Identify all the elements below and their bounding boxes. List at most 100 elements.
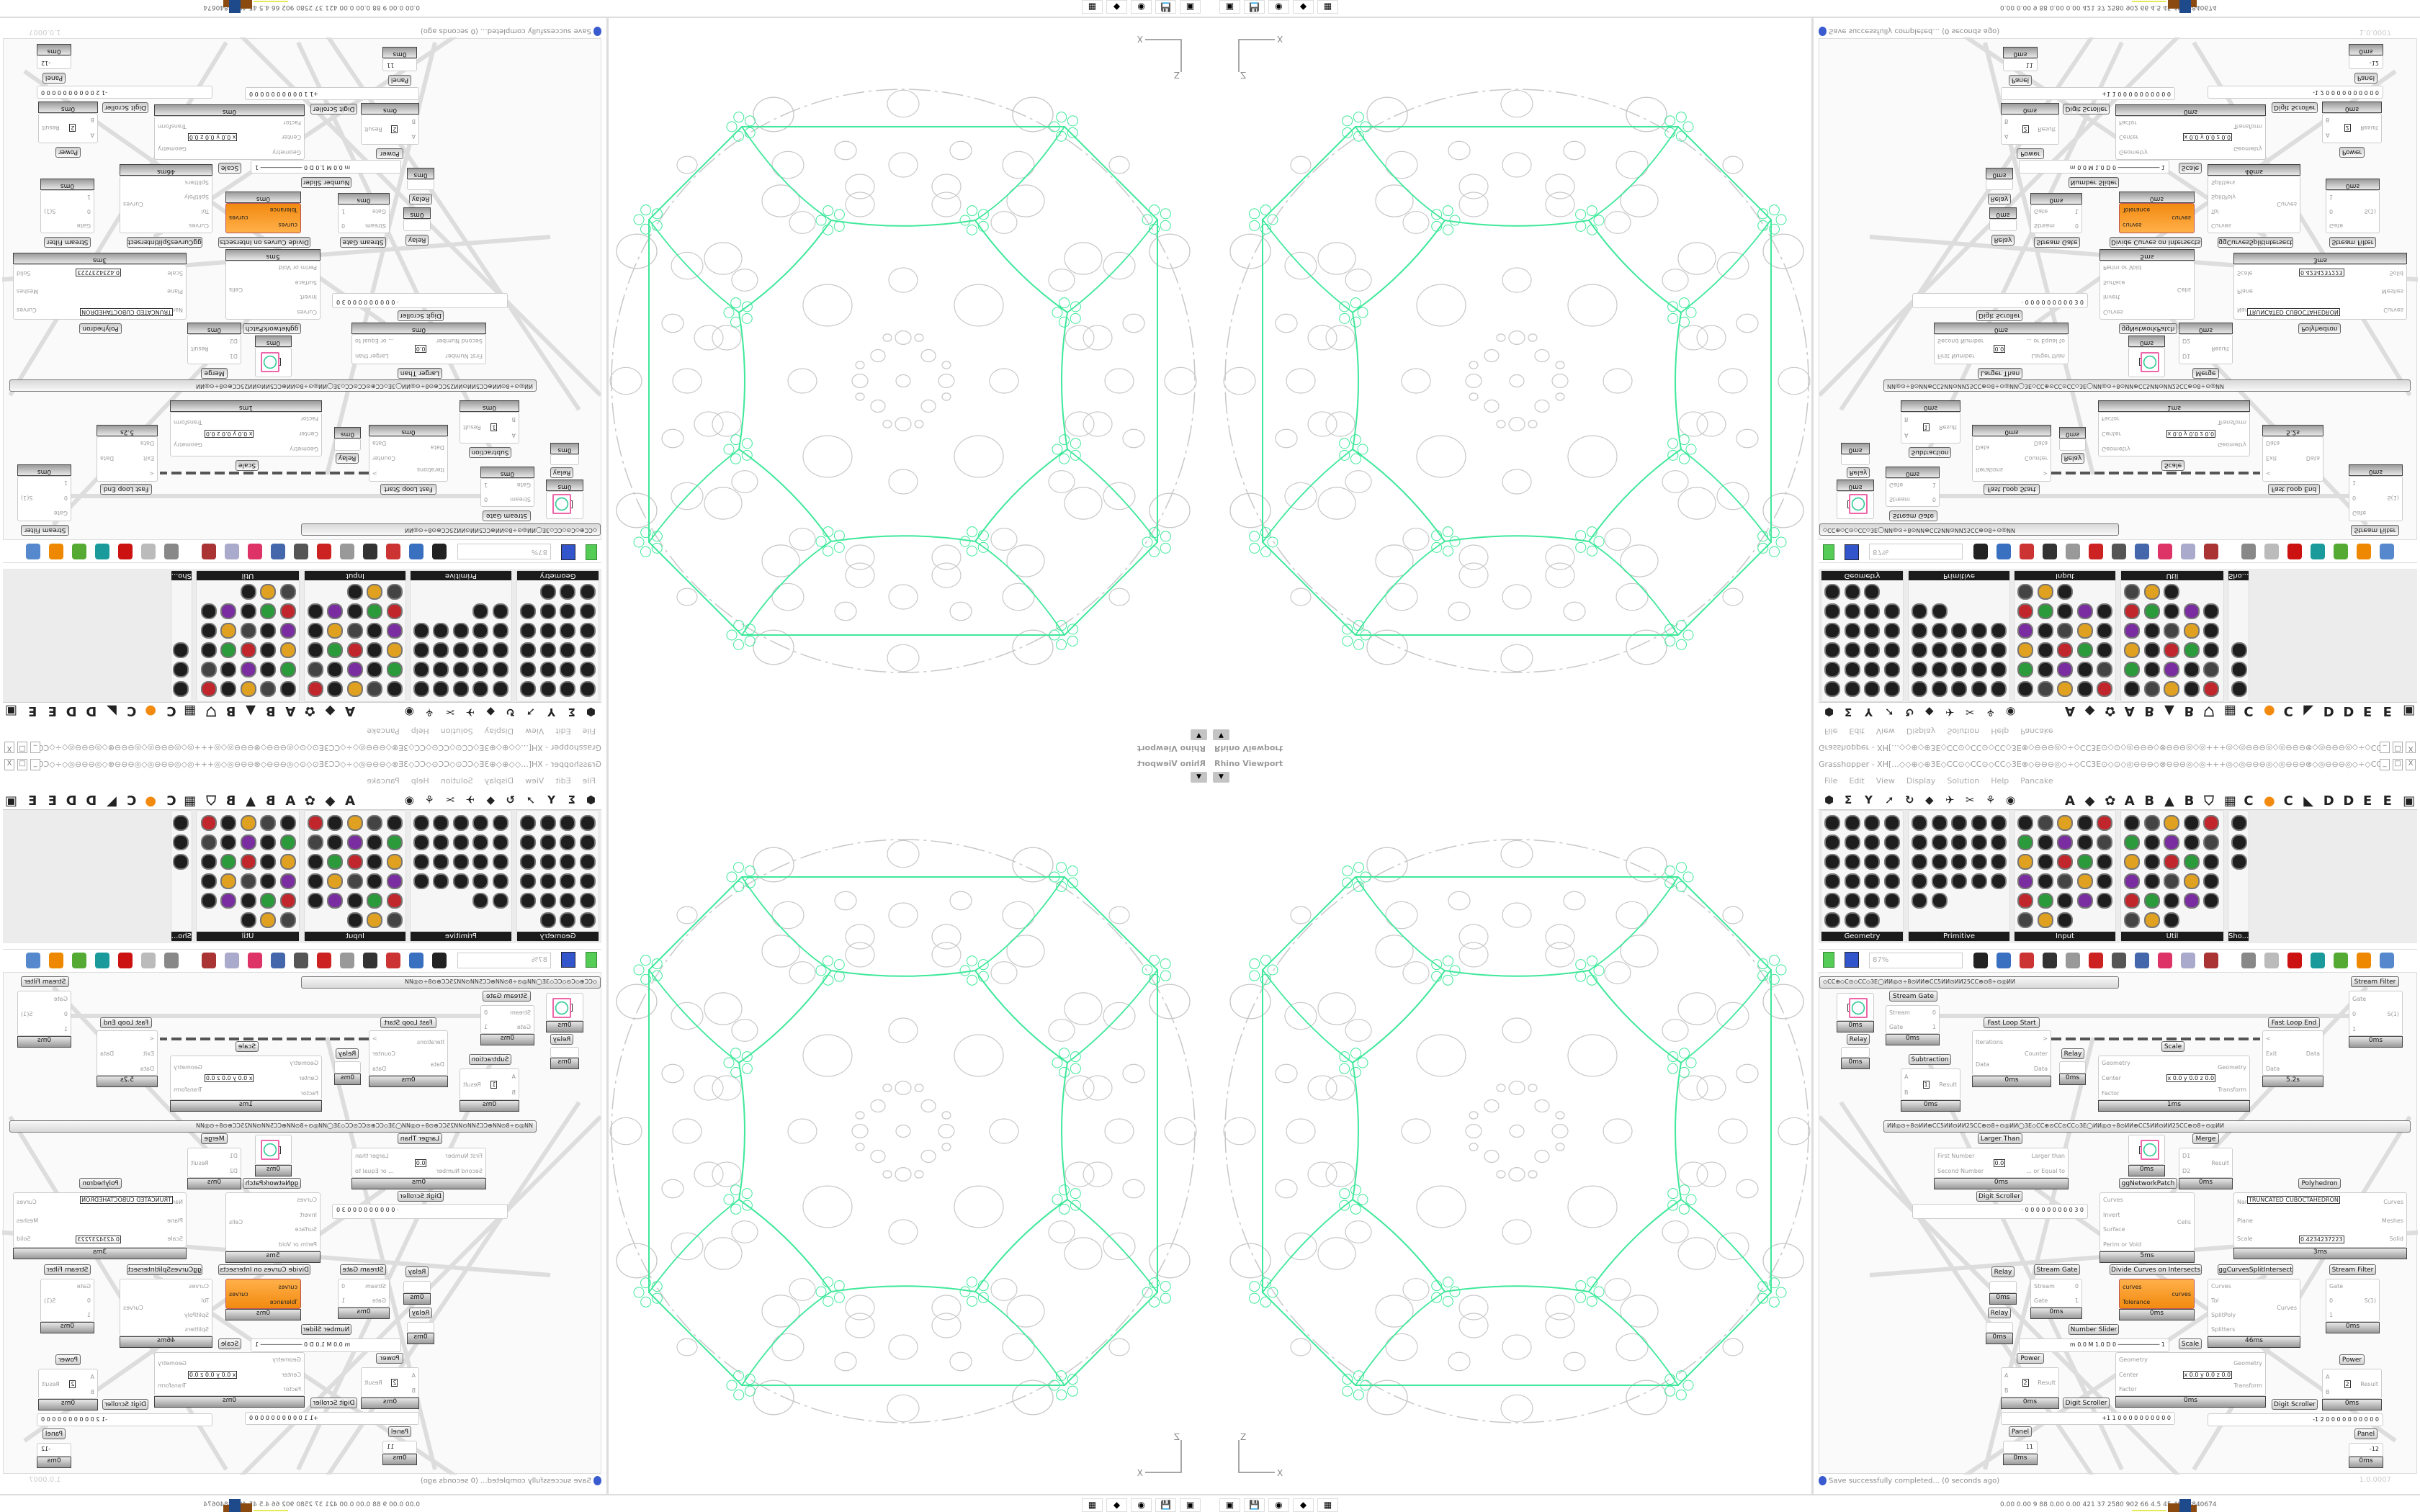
scale-node[interactable]: Geometry Center Factor Geometry Transform x 0… — [2115, 116, 2266, 160]
component-icon[interactable] — [1824, 584, 1840, 600]
input-param[interactable]: Perim or Void — [278, 264, 317, 271]
component-icon[interactable] — [2124, 662, 2140, 678]
component-icon[interactable] — [387, 623, 403, 639]
tab-icon[interactable]: ▣ — [2403, 703, 2416, 719]
component-icon[interactable] — [2037, 815, 2053, 831]
tab-icon[interactable]: ⛉ — [206, 703, 216, 719]
component-icon[interactable] — [493, 662, 508, 678]
component-icon[interactable] — [201, 873, 217, 889]
group-header[interactable]: ИИ◎⊙÷8⊙ИИ⊕CC5ИИ⊙ИИ25CC⊕⊙8÷⊙◎ИИ◯3E◇CC⊕⊙CC… — [1883, 1120, 2411, 1133]
input-param[interactable]: Gate — [1889, 482, 1904, 488]
menu-view[interactable]: View — [525, 726, 544, 736]
component-icon[interactable] — [1824, 834, 1840, 850]
tab-icon[interactable]: ✈ — [1945, 706, 1955, 719]
input-param[interactable]: 1 — [63, 1025, 68, 1032]
component-icon[interactable] — [2143, 815, 2160, 831]
digit-scroller-node[interactable]: -1 2 0 0 0 0 0 0 0 0 0 0 — [37, 1413, 212, 1426]
output-param[interactable]: Curves — [2383, 307, 2403, 314]
tab-icon[interactable]: ➚ — [1885, 793, 1894, 806]
input-param[interactable]: Stream — [1889, 1009, 1910, 1016]
component-icon[interactable] — [2037, 642, 2053, 658]
relay-label[interactable]: Relay — [409, 1308, 432, 1318]
component-icon[interactable] — [413, 662, 429, 678]
component-icon[interactable] — [260, 893, 277, 909]
component-icon[interactable] — [453, 854, 469, 870]
component-icon[interactable] — [2097, 834, 2112, 850]
input-param[interactable]: Center — [282, 1371, 301, 1378]
component-icon[interactable] — [241, 834, 256, 850]
gha-icon[interactable] — [2089, 953, 2103, 968]
component-icon[interactable] — [2057, 584, 2073, 600]
component-icon[interactable] — [2124, 873, 2140, 889]
tab-icon[interactable]: ◣ — [2303, 703, 2314, 719]
component-icon[interactable] — [280, 623, 296, 639]
input-param[interactable]: Tolerance — [2123, 207, 2151, 214]
blue-sphere-icon[interactable] — [2380, 953, 2394, 968]
component-icon[interactable] — [1864, 893, 1880, 909]
panel-footer[interactable]: Input — [305, 571, 405, 580]
ggcurvessplitintersect-node[interactable]: Curves Tol SplitPoly Splitters Curves — [2208, 1279, 2300, 1336]
component-icon[interactable] — [327, 681, 344, 697]
digit-scroller-label[interactable]: Digit Scroller — [2063, 104, 2110, 114]
ggcurvessplitintersect-node[interactable]: Curves Tol SplitPoly Splitters Curves — [120, 176, 212, 233]
input-param[interactable]: Invert — [2103, 294, 2120, 301]
component-icon[interactable] — [260, 623, 277, 639]
output-param[interactable]: Result — [191, 1160, 209, 1166]
preview-node[interactable]: 1 — [255, 1135, 292, 1165]
sketch-icon[interactable] — [386, 953, 400, 968]
component-icon[interactable] — [367, 834, 383, 850]
input-param[interactable]: Gate — [53, 995, 68, 1002]
panel-footer[interactable]: Primitive — [1909, 571, 2009, 580]
node-value[interactable]: +1 1 0 0 0 0 0 0 0 0 0 0 — [249, 1415, 318, 1421]
tab-icon[interactable]: ▣ — [4, 793, 17, 809]
component-icon[interactable] — [387, 912, 403, 928]
digit-scroller-node[interactable]: · 0 0 0 0 0 0 0 0 0 3 0 — [1912, 293, 2088, 308]
component-icon[interactable] — [2057, 642, 2073, 658]
cluster-icon[interactable] — [340, 544, 354, 559]
merge-node[interactable]: D1 D2 Result — [187, 1148, 241, 1178]
input-param[interactable]: Factor — [283, 120, 302, 127]
fast-loop-start-label[interactable]: Fast Loop Start — [380, 484, 436, 495]
component-icon[interactable] — [280, 584, 296, 600]
input-param[interactable]: Perim or Void — [2103, 1241, 2142, 1248]
menu-help[interactable]: Help — [1991, 726, 2009, 736]
digit-scroller-label[interactable]: Digit Scroller — [2063, 1398, 2110, 1408]
tab-icon[interactable]: Σ — [568, 706, 575, 719]
relay-node[interactable] — [1986, 1322, 2013, 1333]
relay-node[interactable] — [2059, 1061, 2086, 1074]
tab-icon[interactable]: ✈ — [465, 706, 475, 719]
input-param[interactable]: Stream — [365, 222, 386, 229]
component-icon[interactable] — [1844, 815, 1860, 831]
component-icon[interactable] — [1971, 854, 1987, 870]
output-param[interactable]: 0 — [2074, 1283, 2079, 1290]
input-param[interactable]: curves — [278, 222, 297, 229]
input-param[interactable]: Factor — [300, 1089, 319, 1097]
component-icon[interactable] — [1912, 815, 1927, 831]
input-param[interactable]: Perim or Void — [2103, 264, 2142, 271]
component-icon[interactable] — [472, 893, 489, 909]
panel-node[interactable]: 11 — [382, 58, 417, 71]
menu-display[interactable]: Display — [1906, 776, 1936, 786]
output-param[interactable]: Cells — [2177, 287, 2191, 293]
gha-icon[interactable] — [317, 953, 331, 968]
input-param[interactable]: Plane — [167, 1217, 183, 1224]
node-value[interactable]: 11 — [387, 62, 395, 68]
input-param[interactable]: B — [411, 118, 416, 125]
node-value[interactable]: 2 — [2344, 124, 2351, 132]
input-param[interactable]: D2 — [2182, 338, 2191, 345]
component-icon[interactable] — [308, 834, 323, 850]
input-param[interactable]: Factor — [2102, 1089, 2120, 1097]
node-value[interactable]: +1 1 0 0 0 0 0 0 0 0 0 0 — [249, 91, 318, 97]
digit-scroller-node[interactable]: -1 2 0 0 0 0 0 0 0 0 0 0 — [2208, 1413, 2383, 1426]
component-icon[interactable] — [540, 893, 556, 909]
node-value[interactable]: 11 — [2025, 1444, 2033, 1450]
scale-node[interactable]: Geometry Center Factor Geometry Transform x 0… — [154, 116, 305, 160]
scale-node[interactable]: Geometry Center Factor Geometry Transform x 0… — [2115, 1352, 2266, 1396]
tab-icon[interactable]: ▣ — [4, 703, 17, 719]
wire-icon[interactable] — [202, 953, 216, 968]
output-param[interactable]: Result — [1939, 1081, 1957, 1088]
tab-icon[interactable]: D — [2343, 793, 2354, 809]
component-icon[interactable] — [280, 834, 296, 850]
output-param[interactable]: Counter — [372, 1050, 395, 1057]
component-icon[interactable] — [327, 834, 344, 850]
